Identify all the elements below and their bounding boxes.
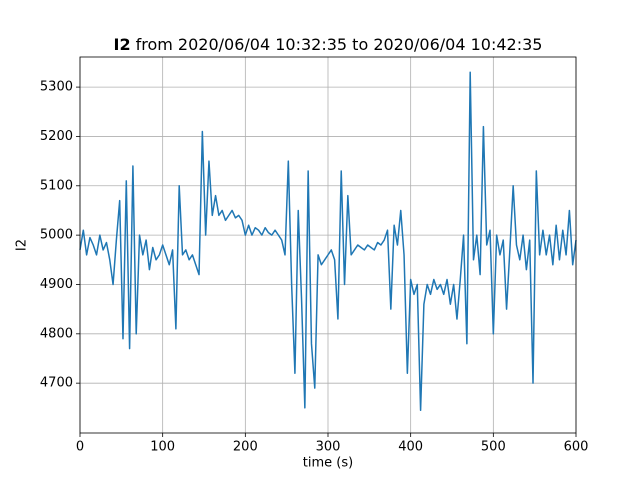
y-tick-label: 5000 (40, 228, 73, 243)
x-tick-label: 300 (316, 440, 341, 455)
title-rest: from 2020/06/04 10:32:35 to 2020/06/04 1… (136, 35, 543, 54)
x-tick-label: 400 (398, 440, 423, 455)
x-tick-label: 0 (76, 440, 84, 455)
chart-title: I2 from 2020/06/04 10:32:35 to 2020/06/04… (114, 35, 543, 54)
y-tick-label: 4900 (40, 277, 73, 292)
y-tick-label: 5100 (40, 178, 73, 193)
x-tick-label: 200 (233, 440, 258, 455)
x-tick-label: 600 (564, 440, 589, 455)
title-bold: I2 (114, 35, 131, 54)
data-line (79, 71, 577, 412)
x-tick-label: 500 (481, 440, 506, 455)
y-tick-label: 5200 (40, 129, 73, 144)
x-tick-label: 100 (150, 440, 175, 455)
y-tick-label: 5300 (40, 80, 73, 95)
y-tick-label: 4800 (40, 326, 73, 341)
x-axis-label: time (s) (303, 456, 353, 471)
y-tick-label: 4700 (40, 376, 73, 391)
y-axis-label: I2 (15, 239, 30, 251)
plot-frame (79, 56, 577, 434)
